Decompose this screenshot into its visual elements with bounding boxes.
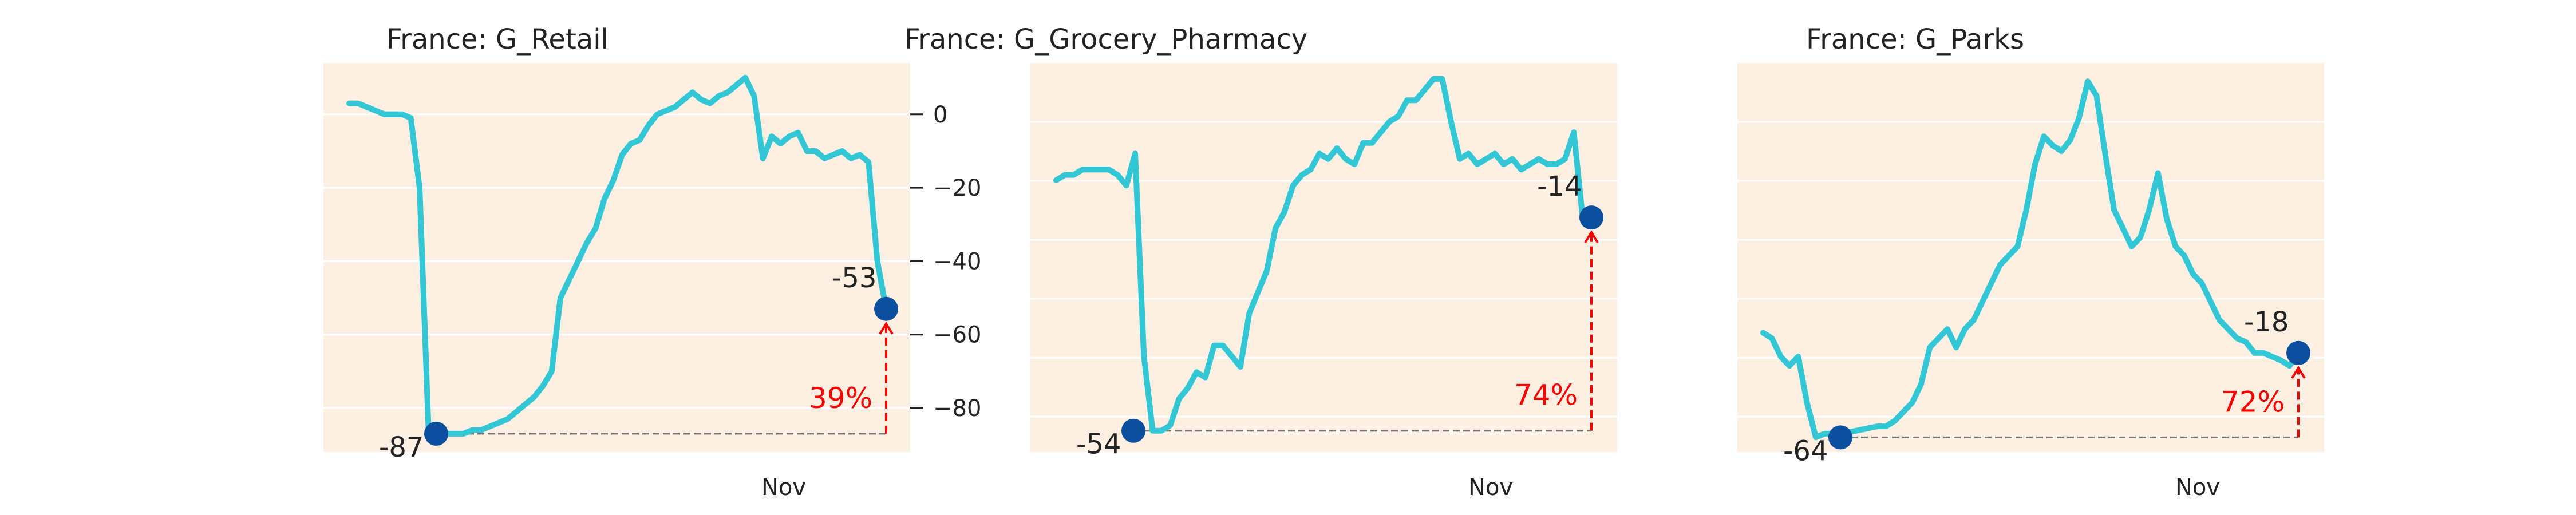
y-tick-label: −80 — [933, 395, 981, 422]
recovery-arrow-head — [2291, 365, 2306, 379]
min-marker — [1828, 425, 1852, 450]
panel-parks: France: G_Parks Nov -64 -18 72% — [1737, 23, 2324, 501]
panel-grocery-pharmacy: France: G_Grocery_Pharmacy Nov -54 -14 7… — [904, 23, 1617, 501]
panel-retail: France: G_Retail 0 −20 −40 −60 −80 Nov -87 -… — [323, 23, 981, 501]
x-tick-label: Nov — [1468, 474, 1513, 501]
min-marker — [1121, 418, 1145, 443]
end-value-label: -18 — [2244, 306, 2289, 338]
min-value-label: -64 — [1783, 435, 1828, 467]
series-line — [1053, 76, 1594, 434]
recovery-percent-label: 74% — [1514, 379, 1578, 412]
recovery-percent-label: 72% — [2221, 385, 2285, 418]
y-tick-label: −60 — [933, 322, 981, 348]
gridlines — [1030, 121, 1617, 418]
series-line — [1760, 78, 2301, 441]
y-tick-label: −40 — [933, 248, 981, 275]
end-value-label: -14 — [1537, 171, 1582, 203]
end-marker — [874, 296, 898, 321]
chart-title: France: G_Parks — [1806, 23, 2024, 56]
chart-title: France: G_Grocery_Pharmacy — [904, 23, 1307, 56]
recovery-arrow-head — [1584, 230, 1599, 244]
min-value-label: -54 — [1076, 429, 1121, 461]
end-marker — [2286, 340, 2310, 365]
x-tick-label: Nov — [761, 474, 806, 501]
y-axis: 0 −20 −40 −60 −80 — [910, 102, 981, 422]
y-tick-label: 0 — [933, 102, 947, 128]
min-marker — [424, 421, 448, 446]
end-marker — [1579, 205, 1603, 230]
end-value-label: -53 — [832, 262, 876, 294]
recovery-percent-label: 39% — [809, 382, 872, 415]
plot-area — [1737, 63, 2324, 452]
x-tick-label: Nov — [2175, 474, 2220, 501]
plot-area — [1030, 63, 1617, 452]
chart-title: France: G_Retail — [386, 23, 609, 56]
y-tick-label: −20 — [933, 175, 981, 201]
recovery-arrow-head — [879, 321, 894, 335]
min-value-label: -87 — [379, 431, 424, 464]
